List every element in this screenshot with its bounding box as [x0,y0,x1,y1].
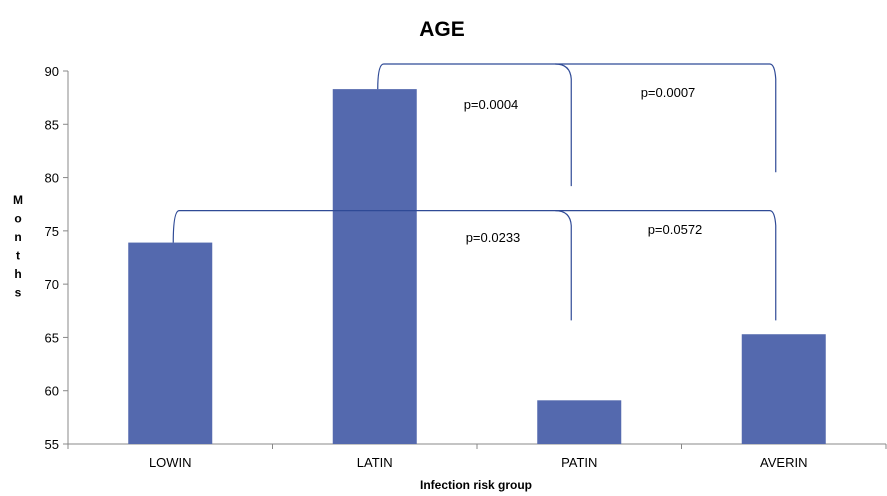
y-tick-label: 80 [45,171,59,186]
y-axis-title-letter: h [14,267,21,281]
y-tick-label: 70 [45,277,59,292]
x-tick-label: PATIN [561,455,597,470]
p-value-label: p=0.0004 [464,97,519,112]
y-axis-title-letter: o [14,212,21,226]
bar-averin [741,334,826,444]
x-tick-label: LATIN [357,455,393,470]
significance-bracket [377,63,777,173]
x-tick-label: LOWIN [149,455,192,470]
chart-title: AGE [419,18,465,41]
y-tick-label: 75 [45,224,59,239]
plot-area: 55 60 65 70 75 80 85 90 LOWIN LATIN PATIN AVERIN p=0… [45,63,887,470]
y-axis-title-letter: t [16,249,20,263]
bar-latin [332,89,417,445]
bar-patin [537,400,622,444]
p-value-label: p=0.0233 [466,230,521,245]
x-axis-title: Infection risk group [420,478,532,492]
bar-lowin [128,242,213,444]
y-tick-label: 85 [45,117,59,132]
y-axis-title-letter: n [14,230,21,244]
p-value-label: p=0.0007 [641,85,696,100]
y-tick-label: 90 [45,64,59,79]
significance-bracket-branch [555,63,572,187]
y-tick-label: 60 [45,384,59,399]
significance-bracket [172,210,777,321]
y-tick-label: 55 [45,437,59,452]
p-value-label: p=0.0572 [648,222,703,237]
y-axis-title-letter: M [13,193,23,207]
y-axis-title-letter: s [15,286,22,300]
x-tick-label: AVERIN [760,455,807,470]
y-tick-label: 65 [45,330,59,345]
significance-bracket-branch [555,210,572,321]
